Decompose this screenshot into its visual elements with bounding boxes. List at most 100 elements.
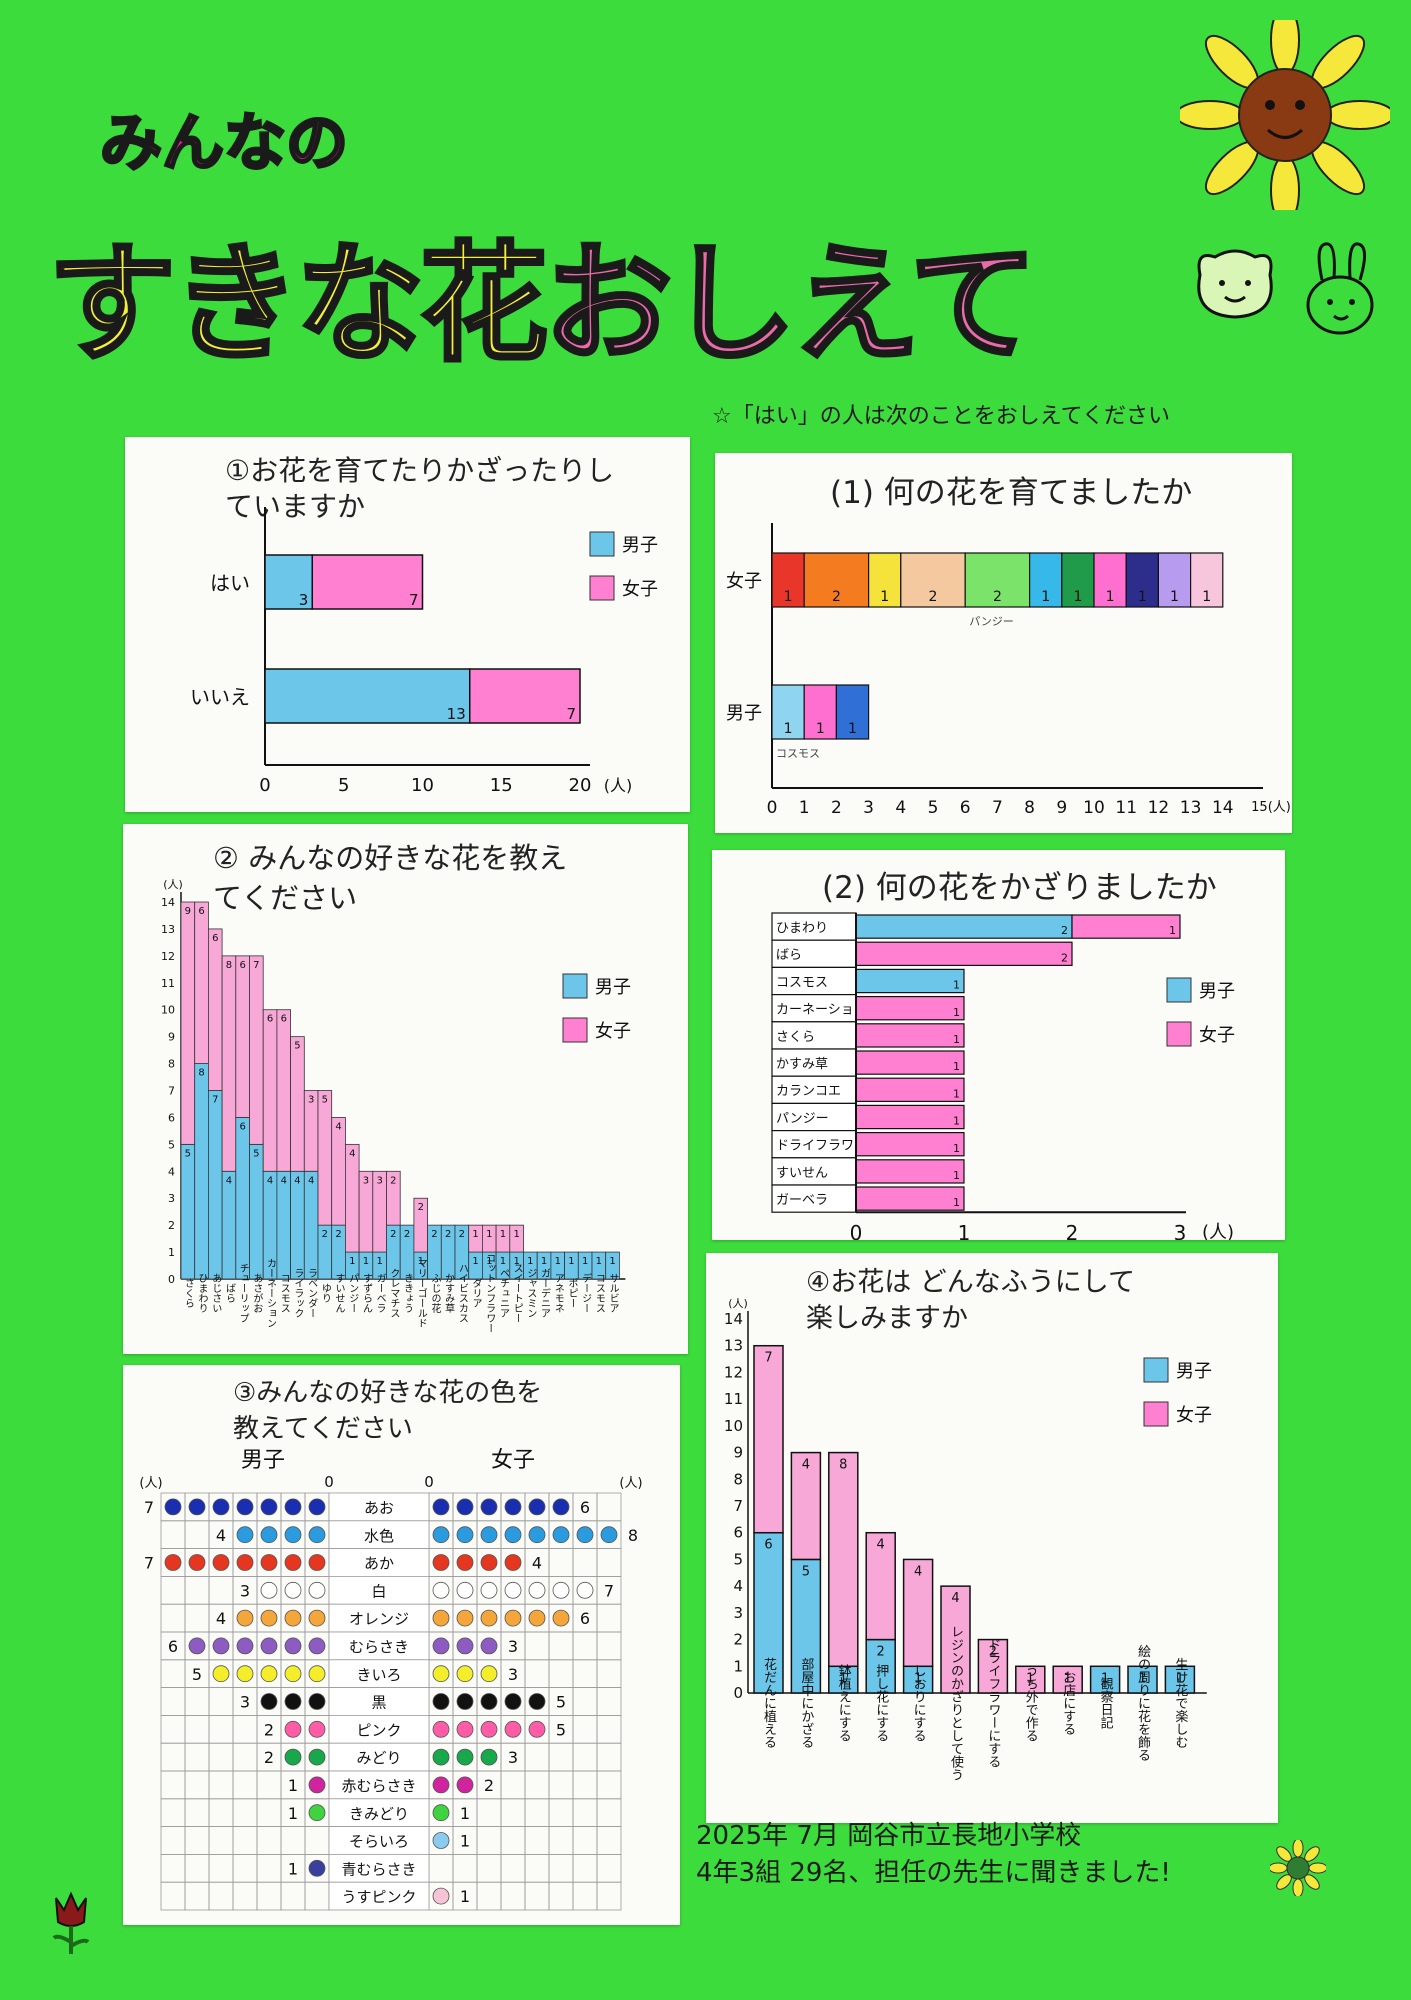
q4-category-label: 絵の周りに花を飾る bbox=[1135, 1645, 1151, 1762]
panel-q4: ④お花は どんなふうにして 楽しみますか 0 1 2 3 4 5 6 7 8 9 10 11 12 13 1… bbox=[706, 1253, 1278, 1823]
q3-dot-girls bbox=[456, 1609, 474, 1627]
q2a-bar-girls bbox=[855, 941, 1073, 966]
q3-color-label: うすピンク bbox=[341, 1888, 416, 1906]
q3-grid-cell bbox=[596, 1603, 622, 1633]
q4-bar-girls bbox=[1015, 1665, 1046, 1694]
q2-category-label: デージー bbox=[580, 1272, 592, 1313]
q3-grid-cell bbox=[548, 1631, 574, 1661]
q2-category-label: コスモス bbox=[593, 1273, 604, 1313]
q2-category-label: コットンフラワー bbox=[484, 1253, 495, 1333]
q1a-x-tick: 1 bbox=[799, 798, 810, 818]
q4-bar-girls bbox=[828, 1451, 859, 1668]
q3-dot-girls bbox=[456, 1637, 474, 1655]
q2-data-label: 1 bbox=[500, 1256, 506, 1267]
q2-data-label: 4 bbox=[281, 1175, 287, 1186]
q2-category-label: パンジー bbox=[347, 1273, 359, 1313]
q1-data-label: 7 bbox=[566, 705, 576, 723]
q3-dot-girls bbox=[480, 1637, 498, 1655]
q2-category-label: ラベンダー bbox=[306, 1268, 318, 1318]
panel-q1a: (1) 何の花を育てましたか 女子 1 2 1 2 2 パンジー 1 1 1 1 1 1 男子 1 コスモス 1… bbox=[715, 453, 1292, 833]
q3-grid-cell bbox=[524, 1631, 550, 1661]
q4-bar-boys bbox=[902, 1665, 934, 1694]
q3-dot-girls bbox=[432, 1609, 450, 1627]
q2-data-label: 5 bbox=[253, 1148, 259, 1159]
q2-data-label: 2 bbox=[404, 1229, 410, 1240]
q3-grid-cell bbox=[208, 1770, 234, 1800]
q1a-segment-value: 2 bbox=[929, 589, 938, 605]
q1-x-unit: (人) bbox=[604, 776, 633, 795]
q3-dot-boys bbox=[188, 1554, 206, 1571]
q2-data-label: 1 bbox=[555, 1256, 561, 1267]
q3-grid-cell bbox=[160, 1687, 186, 1716]
q1-x-tick: 15 bbox=[490, 775, 513, 796]
q3-count-girls: 1 bbox=[460, 1804, 470, 1823]
q3-count-girls: 1 bbox=[460, 1832, 470, 1851]
q4-y-unit: (人) bbox=[728, 1297, 748, 1310]
q3-grid-cell bbox=[524, 1659, 550, 1688]
q2a-bar-girls bbox=[855, 1159, 965, 1184]
q3-grid-cell bbox=[232, 1853, 258, 1883]
q2-data-label: 1 bbox=[472, 1256, 478, 1267]
q1a-segment-label: パンジー bbox=[969, 615, 1014, 628]
q2a-category-label: すいせん bbox=[776, 1166, 828, 1181]
q3-dot-boys bbox=[284, 1637, 302, 1655]
q3-dot-girls bbox=[576, 1526, 594, 1544]
q2-data-label: 4 bbox=[349, 1148, 355, 1159]
q3-dot-boys bbox=[236, 1526, 254, 1544]
q2-data-label: 1 bbox=[486, 1229, 492, 1240]
q2-data-label: 1 bbox=[349, 1256, 355, 1267]
q3-dot-boys bbox=[308, 1609, 326, 1627]
q2-bar-girls bbox=[262, 1009, 278, 1172]
q3-title: ③みんなの好きな花の色を教えてください bbox=[233, 1378, 543, 1444]
q3-zero-left: 0 bbox=[324, 1473, 334, 1491]
q3-dot-boys bbox=[284, 1554, 302, 1571]
q2-category-label: チューリップ bbox=[237, 1263, 248, 1323]
q2a-data-label: 1 bbox=[1169, 924, 1176, 937]
q2-bar-boys bbox=[208, 1090, 223, 1280]
q2a-x-tick: 2 bbox=[1066, 1221, 1079, 1240]
q3-dot-boys bbox=[260, 1581, 278, 1599]
q2-y-unit: (人) bbox=[163, 878, 183, 891]
q3-color-label: そらいろ bbox=[349, 1833, 409, 1851]
q3-grid-cell bbox=[160, 1575, 186, 1605]
q3-dot-girls bbox=[432, 1832, 450, 1849]
q4-bar-girls bbox=[1052, 1665, 1083, 1694]
q2-category-label: ハイビスカス bbox=[456, 1263, 468, 1323]
q3-dot-boys bbox=[308, 1498, 326, 1516]
q2-data-label: 4 bbox=[294, 1175, 300, 1186]
q3-dot-girls bbox=[432, 1776, 450, 1794]
q3-count-boys: 2 bbox=[264, 1748, 274, 1767]
q4-category-label: しおりにする bbox=[911, 1664, 926, 1742]
q1-data-label: 13 bbox=[447, 705, 466, 723]
q2-data-label: 6 bbox=[267, 1014, 273, 1025]
q3-count-boys: 7 bbox=[144, 1498, 154, 1517]
q3-dot-boys bbox=[212, 1498, 230, 1516]
q3-dot-girls bbox=[528, 1526, 546, 1544]
q2-data-label: 6 bbox=[198, 906, 204, 917]
q3-color-label: あか bbox=[364, 1555, 394, 1573]
q3-grid-cell bbox=[596, 1798, 622, 1827]
q4-category-label: 花だんに植える bbox=[761, 1657, 777, 1749]
q3-grid-cell bbox=[232, 1798, 258, 1827]
q3-grid-cell bbox=[184, 1798, 210, 1827]
q2-data-label: 4 bbox=[267, 1175, 273, 1186]
q3-dot-girls bbox=[432, 1748, 450, 1766]
q3-color-label: あお bbox=[364, 1499, 394, 1517]
q2-y-tick: 0 bbox=[168, 1273, 175, 1286]
tulip-icon bbox=[52, 1891, 90, 1954]
q3-grid-cell bbox=[184, 1881, 210, 1911]
q4-data-label: 7 bbox=[764, 1351, 772, 1366]
q3-dot-girls bbox=[432, 1554, 450, 1571]
q4-bar-girls bbox=[753, 1344, 784, 1534]
q1a-segment-value: 1 bbox=[784, 721, 793, 737]
q3-color-label: 黒 bbox=[371, 1694, 386, 1712]
q2a-category-label: ドライフラワー bbox=[776, 1139, 867, 1154]
q2a-legend-girls-swatch bbox=[1166, 1021, 1192, 1047]
q3-grid-cell bbox=[548, 1548, 574, 1577]
q2-data-label: 1 bbox=[582, 1256, 588, 1267]
q4-bar-boys bbox=[1164, 1665, 1196, 1694]
q1a-segment-value: 2 bbox=[832, 589, 841, 605]
q3-dot-girls bbox=[432, 1804, 450, 1822]
q4-data-label: 4 bbox=[802, 1458, 810, 1473]
